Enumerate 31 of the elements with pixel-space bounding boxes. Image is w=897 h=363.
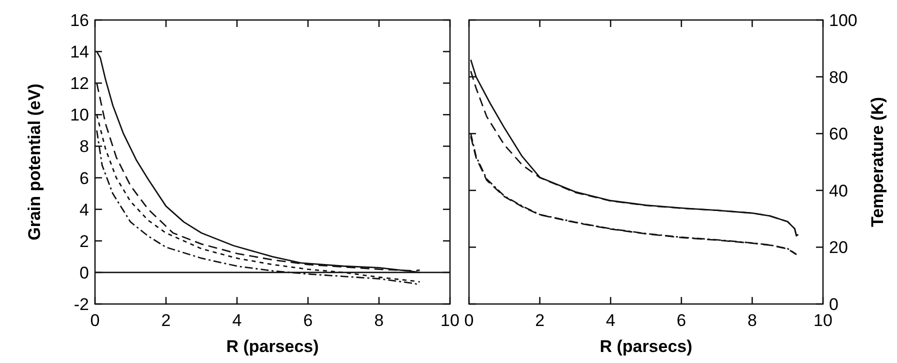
- y-tick-label: 4: [80, 200, 89, 220]
- x-tick-label: 0: [464, 311, 474, 330]
- y2-tick-label: 0: [829, 295, 838, 314]
- x-tick-label: 6: [303, 311, 313, 330]
- x-tick-label: 4: [606, 311, 616, 330]
- y2-axis-title: Temperature (K): [868, 96, 887, 228]
- y2-tick-label: 40: [829, 181, 848, 200]
- y-tick-label: -2: [74, 295, 89, 314]
- y-tick-label: 0: [80, 263, 89, 282]
- y-tick-label: 16: [70, 11, 89, 30]
- x-tick-label: 2: [535, 311, 545, 330]
- y-axis-title: Grain potential (eV): [25, 84, 44, 240]
- x-axis-title: R (parsecs): [226, 337, 319, 356]
- x-tick-label: 2: [161, 311, 171, 330]
- x-tick-label: 10: [440, 311, 460, 330]
- x-tick-label: 6: [676, 311, 686, 330]
- y-tick-label: 2: [80, 232, 89, 251]
- x-tick-label: 10: [814, 311, 832, 330]
- x-tick-label: 8: [747, 311, 757, 330]
- y2-tick-label: 20: [829, 238, 848, 258]
- y-tick-label: 8: [80, 137, 89, 156]
- y2-tick-label: 80: [829, 68, 848, 87]
- x-axis-title: R (parsecs): [600, 337, 692, 356]
- y-tick-label: 6: [80, 168, 89, 188]
- y2-tick-label: 100: [829, 11, 858, 30]
- y-tick-label: 10: [70, 106, 89, 125]
- y-tick-label: 14: [70, 42, 89, 62]
- y2-tick-label: 60: [829, 124, 848, 144]
- x-tick-label: 4: [232, 311, 242, 330]
- x-tick-label: 8: [374, 311, 384, 330]
- y-tick-label: 12: [70, 74, 89, 94]
